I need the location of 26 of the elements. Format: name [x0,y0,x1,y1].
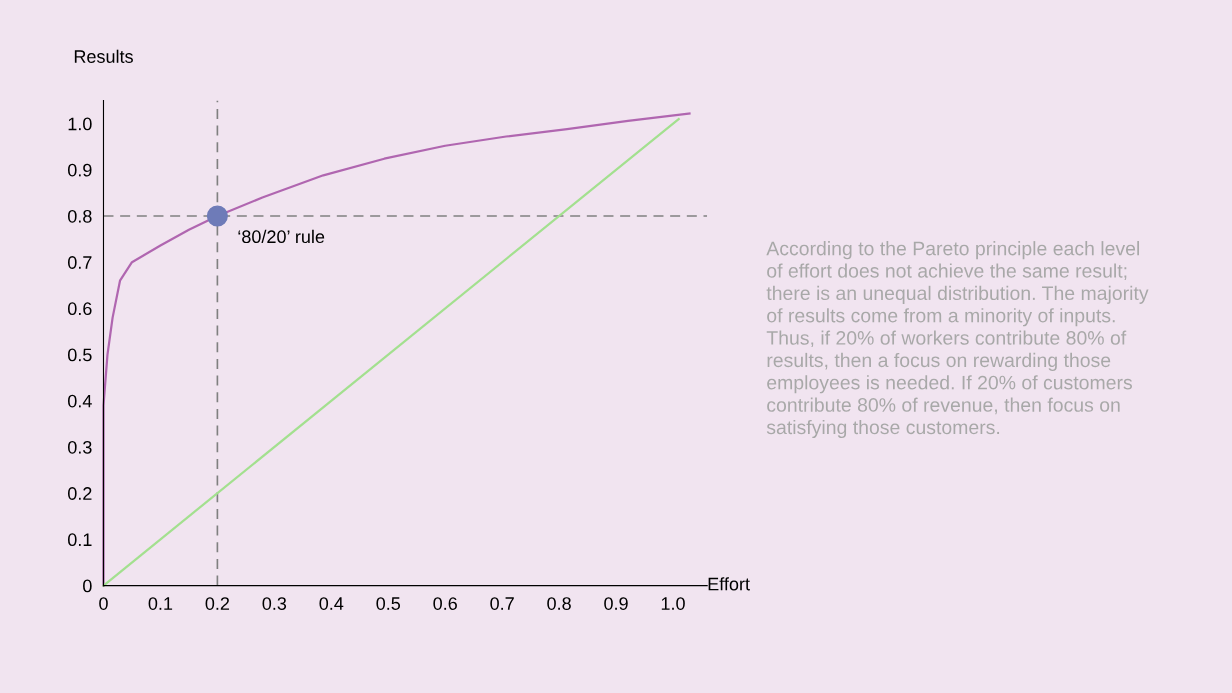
x-tick-label: 0.4 [319,597,344,610]
y-tick-label: 0.4 [67,394,92,408]
y-axis-title: Results [74,49,133,63]
x-axis-title: Effort [708,577,750,591]
y-tick-label: 0 [83,579,92,593]
text: According to the Pareto principle each level of effort does not achieve the same result; there is an unequal distribution. The majority of results come from a minority of inputs. Thus, if 20% of workers contribute 80% of results, then a focus on rewarding those employees is needed. If 20% of customers contribute 80% of revenue, then focus on satisfying those customers. [766,241,1149,439]
x-tick-label: 0 [99,597,108,610]
x-tick-label: 0.7 [490,597,514,610]
y-tick-label: 0.6 [67,302,92,316]
y-tick-label: 0.7 [67,256,92,269]
x-tick-label: 1.0 [661,597,685,610]
y-tick-label: 1.0 [68,117,92,131]
y-tick-label: 0.8 [67,209,92,223]
y-tick-label: 0.1 [67,533,92,547]
y-tick-label: 0.5 [67,348,92,362]
x-tick-label: 0.5 [376,597,401,610]
x-tick-label: 0.3 [262,597,287,610]
y-tick-label: 0.3 [67,440,92,454]
x-tick-label: 0.6 [433,597,457,610]
x-tick-label: 0.8 [547,597,571,610]
annotation: ‘80/20’ rule [238,229,325,244]
x-tick-label: 0.2 [205,597,230,610]
x-tick-label: 0.1 [148,597,173,610]
y-tick-label: 0.9 [67,163,92,177]
x-tick-label: 0.9 [604,597,628,610]
y-tick-label: 0.2 [67,487,92,500]
